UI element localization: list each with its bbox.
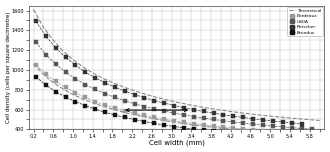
X-axis label: Cell width (mm): Cell width (mm) xyxy=(148,140,205,146)
Legend: Theoretical, Bordeaux, USDA, Retscher, Brundus: Theoretical, Bordeaux, USDA, Retscher, B… xyxy=(287,7,323,36)
Y-axis label: Cell density (cells per square decimetre): Cell density (cells per square decimetre… xyxy=(6,12,11,123)
